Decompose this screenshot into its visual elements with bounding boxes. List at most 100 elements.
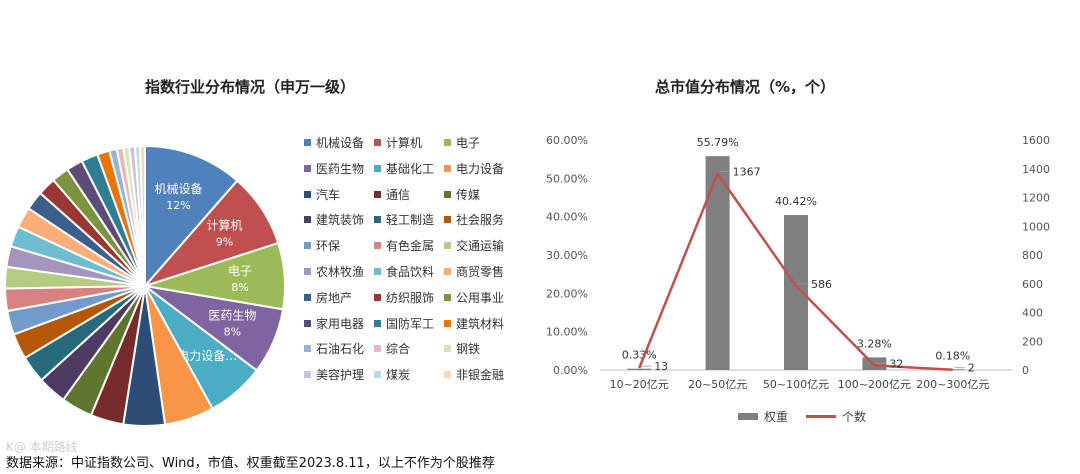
legend-label: 国防军工 — [386, 316, 435, 331]
pie-legend-item: 通信 — [374, 186, 410, 203]
legend-label: 交通运输 — [456, 239, 505, 254]
legend-label: 电子 — [456, 136, 481, 150]
legend-label: 食品饮料 — [386, 265, 435, 279]
watermark: K@ 本期路线 — [6, 440, 78, 454]
pie-legend-item: 国防军工 — [374, 315, 434, 332]
legend-swatch-weight — [738, 413, 758, 420]
pie-legend-item: 商贸零售 — [444, 263, 504, 280]
bar-data-label: 55.79% — [697, 136, 739, 149]
pie-legend-item: 电子 — [444, 134, 480, 151]
pie-legend-item: 基础化工 — [374, 160, 434, 177]
y-left-tick-label: 50.00% — [546, 172, 588, 185]
pie-legend-item: 环保 — [304, 237, 340, 254]
y-right-tick-label: 400 — [1022, 307, 1043, 320]
pie-legend-item: 综合 — [374, 340, 410, 357]
x-tick-label: 200~300亿元 — [916, 378, 989, 391]
pie-legend-item: 食品饮料 — [374, 263, 434, 280]
y-left-tick-label: 20.00% — [546, 287, 588, 300]
pie-legend-item: 有色金属 — [374, 237, 434, 254]
bar-chart-title: 总市值分布情况（%，个） — [654, 78, 836, 96]
legend-swatch — [444, 345, 451, 353]
legend-label: 美容护理 — [316, 368, 365, 383]
legend-label: 通信 — [386, 187, 411, 202]
legend-label: 石油石化 — [316, 342, 365, 357]
line-data-label: 586 — [811, 278, 832, 291]
y-right-tick-label: 800 — [1022, 249, 1043, 262]
legend-label: 房地产 — [316, 290, 353, 305]
pie-legend-item: 交通运输 — [444, 237, 504, 254]
legend-label: 计算机 — [386, 136, 423, 150]
pie-legend-item: 计算机 — [374, 134, 422, 151]
pie-legend-item: 机械设备 — [304, 134, 364, 151]
legend-label: 公用事业 — [456, 290, 505, 305]
legend-swatch — [444, 216, 451, 224]
y-right-tick-label: 0 — [1022, 364, 1029, 377]
y-right-tick-label: 1000 — [1022, 220, 1050, 233]
legend-swatch — [304, 268, 311, 275]
line-data-label: 32 — [889, 357, 903, 370]
source-footnote: 数据来源：中证指数公司、Wind，市值、权重截至2023.8.11，以上不作为个… — [6, 456, 495, 471]
bar-chart-legend: 权重 个数 — [738, 408, 866, 425]
pie-slice-label: 电力设备… — [177, 349, 237, 363]
pie-legend-item: 轻工制造 — [374, 211, 434, 228]
pie-legend-item: 家用电器 — [304, 315, 364, 332]
legend-swatch — [444, 319, 451, 327]
legend-swatch — [444, 139, 451, 146]
legend-label: 农林牧渔 — [316, 265, 365, 279]
pie-slice-percent: 9% — [216, 236, 233, 249]
x-tick-label: 10~20亿元 — [610, 378, 669, 391]
legend-swatch — [304, 293, 311, 301]
x-tick-label: 100~200亿元 — [838, 378, 911, 391]
pie-slice-percent: 8% — [231, 281, 248, 294]
legend-label: 轻工制造 — [386, 213, 435, 228]
y-left-tick-label: 60.00% — [546, 134, 588, 147]
legend-swatch — [374, 268, 381, 275]
pie-legend-item: 传媒 — [444, 186, 480, 203]
legend-label: 家用电器 — [316, 316, 365, 331]
y-right-tick-label: 1200 — [1022, 192, 1050, 205]
pie-slice-label: 计算机 — [207, 218, 243, 233]
legend-label: 医药生物 — [316, 161, 365, 176]
pie-legend-item: 非银金融 — [444, 366, 504, 383]
legend-label: 有色金属 — [386, 239, 435, 254]
pie-legend-item: 医药生物 — [304, 160, 364, 177]
bar-weight — [705, 156, 730, 370]
pie-legend-item: 社会服务 — [444, 211, 504, 228]
pie-legend-item: 美容护理 — [304, 366, 364, 383]
x-tick-label: 50~100亿元 — [763, 378, 829, 391]
legend-swatch — [444, 293, 451, 301]
y-left-tick-label: 30.00% — [546, 249, 588, 262]
y-right-tick-label: 1400 — [1022, 163, 1050, 176]
legend-swatch — [304, 345, 311, 353]
pie-legend-item: 建筑材料 — [444, 315, 504, 332]
pie-chart: 机械设备 12% 计算机 9% 电子 8% 医药生物 8% 电力设备… — [4, 144, 286, 427]
y-right-tick-label: 200 — [1022, 335, 1043, 348]
pie-slice-label: 机械设备 — [155, 181, 203, 196]
legend-swatch-count — [806, 415, 837, 418]
legend-label: 纺织服饰 — [386, 290, 435, 305]
legend-swatch — [444, 164, 451, 172]
legend-swatch — [304, 216, 311, 224]
pie-slice-label: 电子 — [228, 264, 252, 278]
legend-swatch — [374, 139, 381, 146]
pie-legend-item: 石油石化 — [304, 340, 364, 357]
legend-swatch — [304, 190, 311, 198]
legend-label-weight: 权重 — [764, 410, 789, 424]
legend-label: 商贸零售 — [456, 265, 505, 279]
legend-swatch — [444, 242, 451, 250]
line-data-label: 2 — [968, 362, 975, 375]
pie-slice-30 — [138, 144, 146, 287]
legend-label: 环保 — [316, 239, 341, 254]
pie-legend-item: 建筑装饰 — [304, 211, 364, 228]
legend-swatch — [374, 164, 381, 172]
y-left-tick-label: 0.00% — [553, 364, 588, 377]
pie-legend-item: 房地产 — [304, 289, 352, 306]
pie-slice-percent: 12% — [166, 199, 190, 212]
legend-label: 社会服务 — [456, 213, 505, 228]
legend-swatch — [374, 190, 381, 198]
legend-swatch — [374, 216, 381, 224]
pie-legend-item: 纺织服饰 — [374, 289, 434, 306]
y-left-tick-label: 40.00% — [546, 211, 588, 224]
pie-slice-1 — [144, 144, 239, 289]
pie-slice-label: 医药生物 — [208, 309, 256, 323]
